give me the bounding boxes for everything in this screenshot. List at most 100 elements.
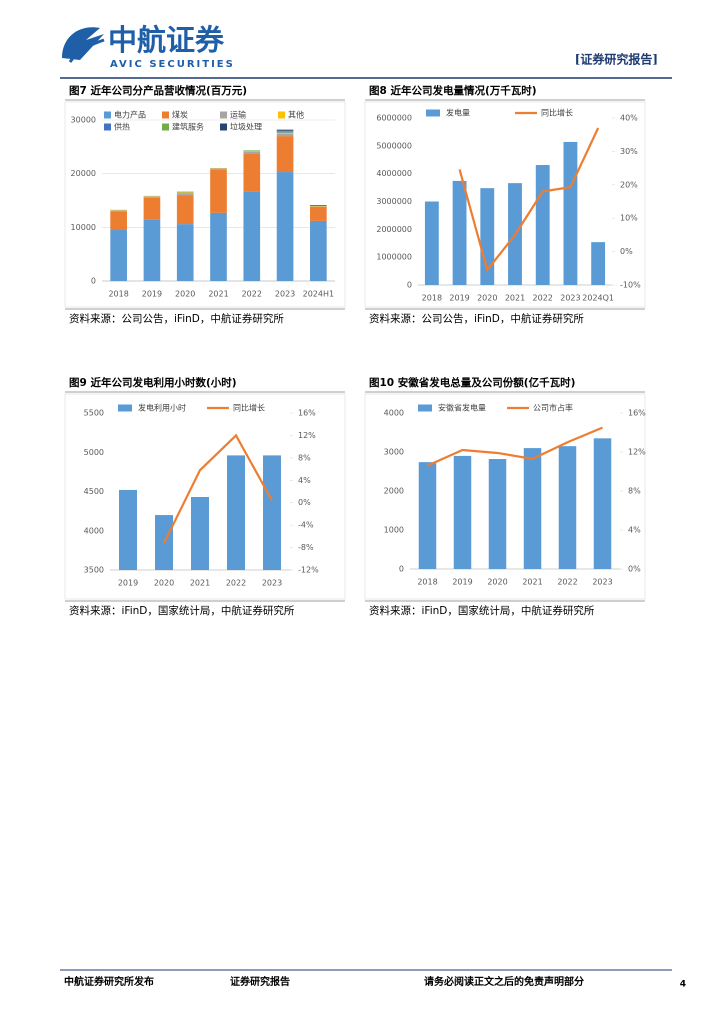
bar-segment [143, 197, 161, 220]
x-tick-label: 2021 [522, 578, 542, 587]
bar-segment [210, 168, 227, 169]
chart-frame [364, 101, 646, 308]
footer-report: 证券研究报告 [230, 975, 290, 988]
legend-label: 同比增长 [541, 108, 573, 118]
y-tick-label: 4000 [384, 409, 404, 418]
bar-segment [243, 150, 261, 151]
bar-segment [143, 219, 161, 281]
x-tick-label: 2021 [505, 294, 525, 303]
bar [591, 242, 606, 285]
x-tick-label: 2019 [449, 294, 469, 303]
bar-segment [176, 224, 194, 281]
y2-tick-label: 0% [298, 498, 311, 507]
y2-tick-label: 0% [620, 247, 633, 256]
y2-tick-label: 40% [620, 114, 638, 123]
y2-tick-label: -8% [298, 543, 314, 552]
bar [227, 455, 245, 570]
x-tick-label: 2018 [108, 290, 128, 299]
line-series [458, 127, 600, 273]
x-tick-label: 2020 [175, 290, 195, 299]
x-tick-label: 2022 [533, 294, 553, 303]
brand: 中航证券 [108, 23, 225, 57]
bar-segment [210, 169, 227, 213]
y-tick-label: 5000000 [376, 141, 412, 150]
x-tick-label: 2021 [208, 290, 228, 299]
x-tick-label: 2019 [142, 290, 162, 299]
bar [563, 141, 578, 285]
legend-label: 垃圾处理 [230, 122, 262, 132]
y2-tick-label: 8% [298, 453, 311, 462]
bar-segment [243, 151, 261, 154]
bar [263, 455, 281, 570]
bar-segment [110, 210, 127, 212]
x-tick-label: 2023 [275, 290, 295, 299]
y-tick-label: 6000000 [376, 114, 412, 123]
y2-tick-label: 20% [620, 180, 638, 189]
legend-swatch [104, 111, 111, 119]
bar-segment [276, 129, 294, 131]
bar-segment [243, 151, 261, 152]
bar [452, 180, 467, 285]
chart-source: 资料来源：公司公告，iFinD，中航证券研究所 [369, 312, 584, 325]
legend-label: 供热 [114, 122, 130, 132]
bar-segment [176, 193, 194, 196]
bar-segment [110, 211, 127, 231]
legend-label: 煤炭 [172, 110, 188, 120]
bar [535, 165, 550, 285]
bar-segment [210, 212, 227, 281]
bar-segment [110, 210, 127, 211]
bar [418, 462, 437, 569]
chart-frame [364, 393, 646, 600]
y2-tick-label: 0% [628, 565, 641, 574]
bar-segment [110, 230, 127, 281]
chart-source: 资料来源：iFinD，国家统计局，中航证券研究所 [369, 604, 595, 617]
legend-label: 运输 [230, 110, 246, 120]
legend-label: 发电量 [446, 108, 470, 118]
y2-tick-label: 8% [628, 487, 641, 496]
footer-publisher: 中航证券研究所发布 [64, 975, 154, 988]
y-tick-label: 3000000 [376, 197, 412, 206]
bar-segment [310, 205, 327, 207]
y-tick-label: 30000 [71, 116, 96, 125]
legend-label: 公司市占率 [533, 403, 573, 413]
y-tick-label: 10000 [71, 223, 96, 232]
bar [523, 448, 542, 569]
y-tick-label: 4000000 [376, 169, 412, 178]
y2-tick-label: 12% [298, 431, 316, 440]
x-tick-label: 2018 [422, 294, 442, 303]
legend-swatch [104, 123, 111, 131]
line-series [163, 433, 273, 544]
bar-segment [176, 191, 194, 193]
legend-swatch [162, 111, 169, 119]
chart-source: 资料来源：iFinD，国家统计局，中航证券研究所 [69, 604, 295, 617]
bar-segment [243, 191, 261, 281]
bar-segment [276, 130, 294, 133]
y-tick-label: 1000 [384, 526, 404, 535]
legend-swatch [220, 111, 227, 119]
y2-tick-label: 4% [628, 526, 641, 535]
bar [191, 496, 209, 570]
line-series [427, 426, 603, 467]
y2-tick-label: 12% [628, 448, 646, 457]
bar-segment [176, 192, 194, 194]
bar [453, 455, 472, 569]
y-tick-label: 5500 [84, 409, 104, 418]
bar-segment [310, 206, 327, 207]
bar-segment [310, 206, 327, 221]
chart-title: 图10 安徽省发电总量及公司份额(亿千瓦时) [369, 376, 575, 389]
x-tick-label: 2024H1 [303, 290, 334, 299]
x-tick-label: 2023 [592, 578, 612, 587]
bar-segment [143, 196, 161, 197]
page-number: 4 [680, 980, 686, 990]
x-tick-label: 2024Q1 [582, 294, 614, 303]
chart-title: 图9 近年公司发电利用小时数(小时) [69, 376, 237, 389]
bar [488, 459, 507, 569]
bar [119, 489, 137, 570]
y-tick-label: 0 [91, 277, 96, 286]
legend-label: 发电利用小时 [138, 403, 186, 413]
y2-tick-label: -12% [298, 566, 319, 575]
report-tag: [证券研究报告] [575, 52, 658, 67]
y-tick-label: 20000 [71, 169, 96, 178]
brand-en: AVIC SECURITIES [110, 59, 235, 70]
y-tick-label: 4000 [84, 526, 104, 535]
